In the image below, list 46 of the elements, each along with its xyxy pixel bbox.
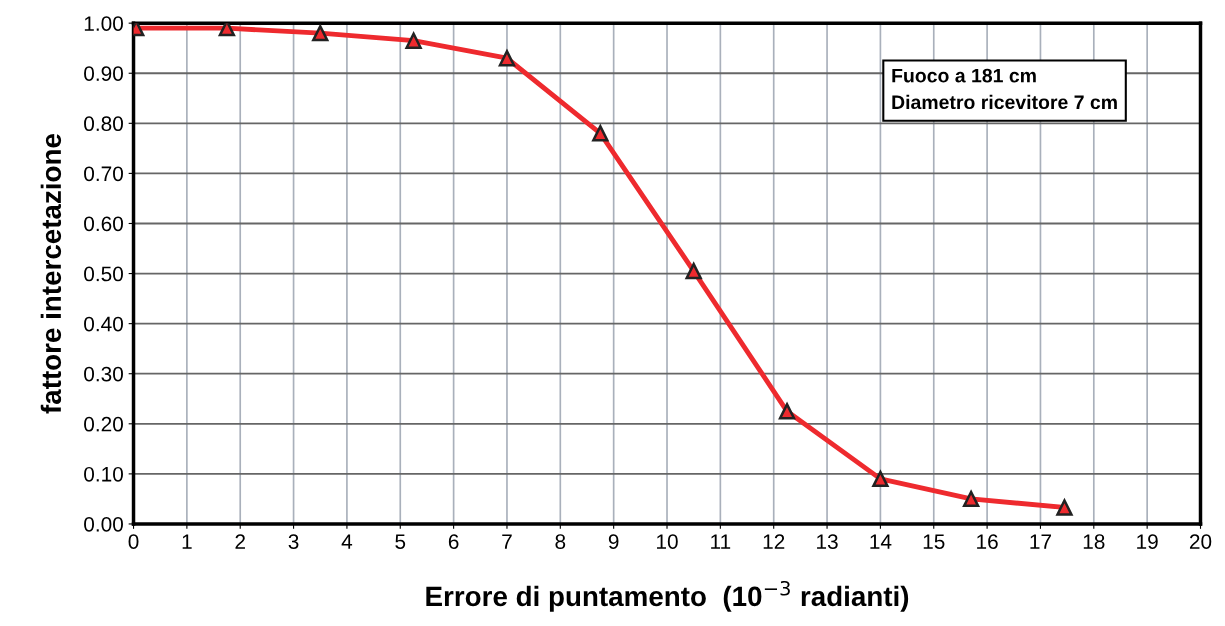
x-tick-label: 20	[1189, 534, 1212, 549]
point	[218, 23, 236, 37]
y-tick-label: 0.60	[84, 216, 123, 232]
y-tick-label: 0.90	[84, 66, 123, 81]
x-tick-label: 1	[182, 534, 192, 549]
x-tick-label: 3	[288, 534, 299, 549]
point	[685, 262, 702, 280]
point	[778, 403, 796, 420]
x-tick-label: 16	[977, 534, 998, 549]
y-tick-label: 0.00	[84, 516, 123, 532]
y-tick-label: 0.50	[84, 266, 123, 282]
annotation: Fuoco a 181 cm	[892, 68, 1036, 83]
x-tick-label: 8	[555, 534, 566, 549]
point	[872, 470, 889, 488]
x-tick-label: 13	[817, 534, 838, 549]
point	[1056, 499, 1073, 516]
y-tick-label: 0.10	[84, 466, 123, 482]
y-tick-label: 0.70	[84, 166, 123, 182]
x-tick-label: 2	[235, 534, 245, 549]
y-tick-label: 0.40	[84, 316, 123, 332]
point	[592, 125, 609, 142]
y-tick-label: 0.20	[84, 416, 123, 432]
x-tick-label: 17	[1030, 534, 1051, 549]
x-tick-label: 9	[608, 534, 619, 549]
point	[962, 490, 980, 508]
x-tick-label: 19	[1137, 534, 1158, 549]
y-tick-label: 1.00	[84, 16, 123, 31]
point	[405, 32, 422, 49]
y-tick-label: 0.80	[84, 116, 123, 132]
x-tick-label: 7	[502, 534, 512, 549]
x-tick-label: 10	[657, 534, 678, 549]
x-tick-label: 4	[341, 534, 353, 549]
x-tick-label: 5	[395, 534, 406, 549]
x-tick-label: 6	[448, 534, 459, 549]
point	[312, 24, 329, 42]
annotation: Diametro ricevitore 7 cm	[892, 94, 1117, 110]
y-axis-title: fattore intercetazione	[40, 134, 62, 414]
x-tick-label: 18	[1083, 534, 1105, 549]
x-tick-label: 12	[763, 534, 785, 549]
x-tick-label: 11	[711, 534, 731, 549]
point	[498, 50, 516, 67]
x-tick-label: 15	[923, 534, 945, 549]
y-tick-label: 0.30	[84, 366, 123, 382]
x-tick-label: 14	[870, 534, 892, 549]
x-axis-title: Errore di puntamento (10$^{−3}$ radianti)	[426, 580, 909, 612]
x-tick-label: 0	[128, 534, 139, 549]
